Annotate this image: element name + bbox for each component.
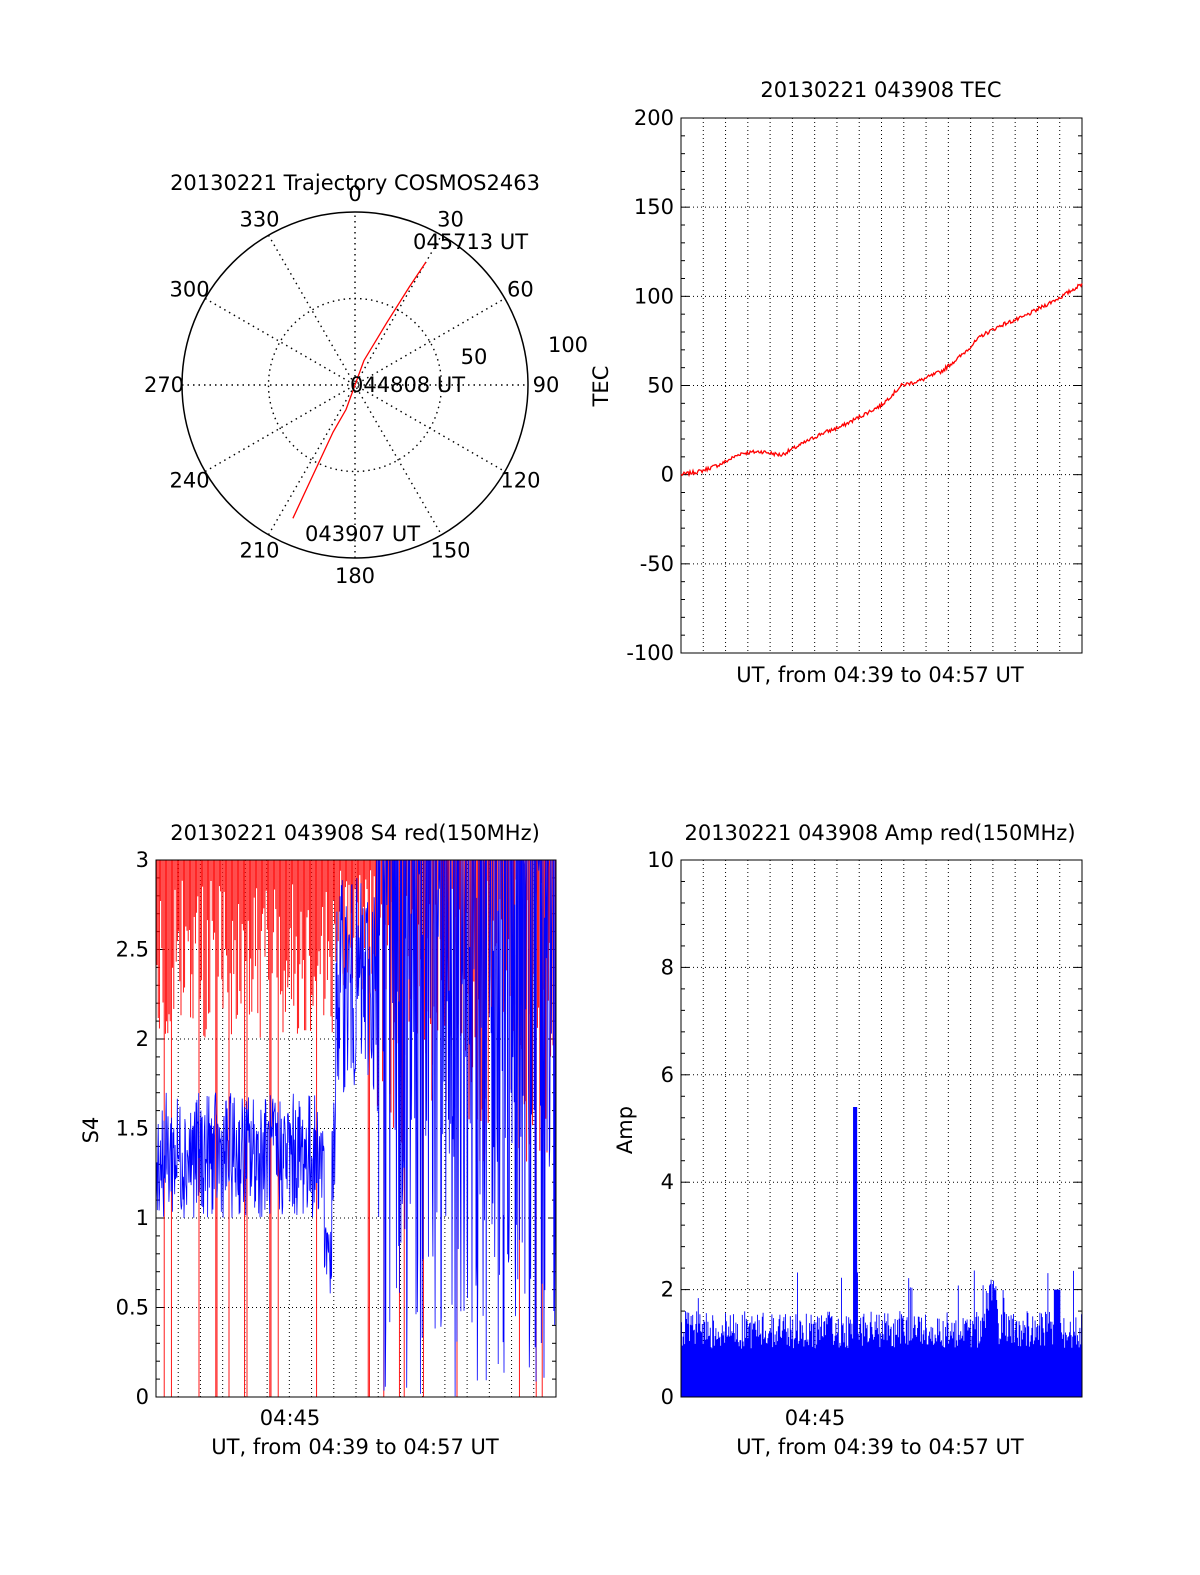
s4-blue-line [155,859,556,1397]
y-tick-label: 100 [634,284,674,308]
amp-grid [681,859,1082,1398]
polar-angle-label: 270 [144,373,184,397]
amp-panel: 20130221 043908 Amp red(150MHz) 0246810 … [613,821,1083,1459]
trajectory-panel: 20130221 Trajectory COSMOS2463 0 30 60 90 12… [144,171,588,588]
y-tick-label: 8 [661,955,674,979]
s4-y-axis-label: S4 [79,1117,103,1144]
polar-outer-circle [181,211,529,559]
amp-title: 20130221 043908 Amp red(150MHz) [684,821,1075,845]
tec-title: 20130221 043908 TEC [760,78,1001,102]
tec-y-axis-label: TEC [589,366,613,408]
tec-grid [681,117,1082,654]
amp-x-tick-label: 04:45 [785,1406,846,1430]
polar-angle-label: 180 [335,564,375,588]
y-tick-label: 150 [634,195,674,219]
y-tick-label: 50 [647,374,674,398]
s4-y-tick-labels: 0 0.5 1 1.5 2 2.5 3 [116,848,149,1409]
polar-angle-label: 150 [430,538,470,562]
amp-x-axis-label: UT, from 04:39 to 04:57 UT [736,1435,1024,1459]
polar-angle-label: 0 [348,182,361,206]
amp-y-axis-label: Amp [613,1106,637,1154]
y-tick-label: 0 [661,1385,674,1409]
tec-plot-frame [680,117,1083,654]
y-tick-label: 2 [661,1278,674,1302]
polar-grid [182,212,528,558]
polar-angle-label: 210 [239,538,279,562]
polar-angle-label: 120 [500,469,540,493]
polar-angle-label: 60 [507,278,534,302]
s4-panel: 20130221 043908 S4 red(150MHz) 0 0.5 1 1.5 2… [79,821,557,1459]
polar-angle-labels: 0 30 60 90 120 150 180 210 240 270 300 330 [144,182,559,588]
tec-panel: 20130221 043908 TEC -100-50050100150200 … [589,78,1083,687]
y-tick-label: 3 [136,848,149,872]
polar-angle-label: 90 [533,373,560,397]
polar-angle-label: 330 [239,208,279,232]
trajectory-start-label: 043907 UT [305,522,420,546]
y-tick-label: 0 [661,463,674,487]
trajectory-path [292,261,427,519]
s4-x-axis-label: UT, from 04:39 to 04:57 UT [211,1435,499,1459]
y-tick-label: -50 [640,552,674,576]
polar-angle-label: 300 [170,278,210,302]
trajectory-end-label: 045713 UT [413,230,528,254]
polar-radius-label-50: 50 [461,345,488,369]
amp-y-tick-labels: 0 2 4 6 8 10 [647,848,674,1409]
polar-angle-label: 30 [437,208,464,232]
trajectory-title: 20130221 Trajectory COSMOS2463 [170,171,540,195]
s4-blue-series [155,859,556,1397]
y-tick-label: -100 [626,641,674,665]
polar-angle-label: 240 [170,469,210,493]
y-tick-label: 4 [661,1170,674,1194]
y-tick-label: 6 [661,1063,674,1087]
y-tick-label: 10 [647,848,674,872]
s4-x-tick-label: 04:45 [260,1406,321,1430]
y-tick-label: 1.5 [116,1117,149,1141]
s4-plot-frame [155,859,557,1398]
y-tick-label: 1 [136,1206,149,1230]
tec-x-axis-label: UT, from 04:39 to 04:57 UT [736,663,1024,687]
y-tick-label: 2.5 [116,938,149,962]
amp-plot-frame [680,859,1083,1398]
y-tick-label: 0 [136,1385,149,1409]
y-tick-label: 200 [634,106,674,130]
tec-series-line [680,283,1083,478]
y-tick-label: 0.5 [116,1296,149,1320]
s4-title: 20130221 043908 S4 red(150MHz) [170,821,540,845]
trajectory-mid-label: 044808 UT [350,373,465,397]
tec-y-tick-labels: -100 -50 0 50 100 150 200 [626,106,674,665]
polar-radius-label-100: 100 [548,333,588,357]
y-tick-label: 2 [136,1027,149,1051]
